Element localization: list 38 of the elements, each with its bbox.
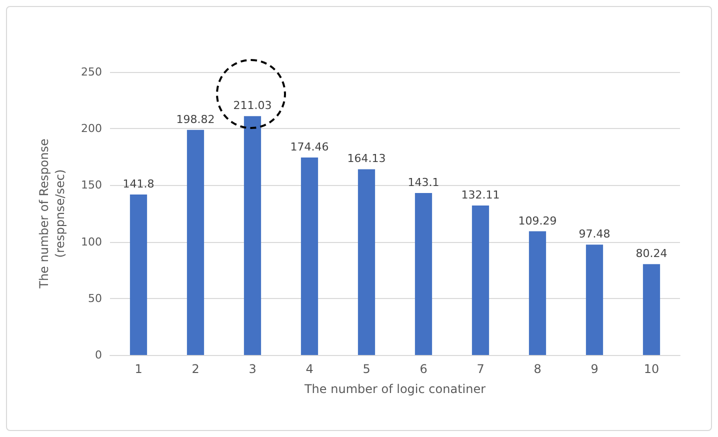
x-tick-label: 10 bbox=[644, 362, 660, 376]
data-label: 211.03 bbox=[233, 99, 272, 112]
y-axis-title: The number of Response (resppnse/sec) bbox=[37, 138, 67, 290]
x-tick-label: 6 bbox=[420, 362, 428, 376]
x-tick-label: 5 bbox=[362, 362, 370, 376]
y-tick-label: 50 bbox=[88, 292, 102, 305]
x-tick-label: 7 bbox=[476, 362, 484, 376]
bar bbox=[586, 244, 604, 355]
x-axis-title: The number of logic conatiner bbox=[303, 382, 486, 396]
data-label: 109.29 bbox=[518, 214, 557, 228]
data-label: 132.11 bbox=[461, 188, 500, 202]
data-label: 141.8 bbox=[122, 177, 154, 190]
bar bbox=[130, 194, 148, 355]
y-tick-label: 150 bbox=[81, 178, 102, 192]
x-tick-label: 8 bbox=[534, 362, 542, 376]
y-tick-label: 250 bbox=[81, 66, 102, 78]
x-tick-label: 4 bbox=[306, 362, 314, 376]
x-tick-label: 2 bbox=[192, 362, 200, 376]
data-label: 97.48 bbox=[578, 228, 610, 241]
bar bbox=[414, 193, 432, 355]
y-tick-label: 100 bbox=[81, 235, 102, 248]
bar bbox=[300, 158, 318, 355]
x-tick-label: 1 bbox=[134, 362, 142, 376]
bar bbox=[186, 130, 204, 355]
y-tick-label: 200 bbox=[81, 122, 102, 136]
data-label: 143.1 bbox=[408, 176, 440, 190]
data-label: 80.24 bbox=[636, 247, 668, 260]
bar bbox=[358, 169, 376, 355]
y-tick-label: 0 bbox=[95, 348, 102, 362]
bar bbox=[472, 205, 490, 355]
data-label: 164.13 bbox=[347, 152, 386, 166]
bar bbox=[642, 264, 660, 355]
data-label: 198.82 bbox=[176, 112, 215, 126]
bar bbox=[528, 231, 546, 355]
bar bbox=[244, 116, 262, 355]
x-tick-label: 9 bbox=[590, 362, 598, 376]
data-label: 174.46 bbox=[290, 140, 329, 154]
x-tick-label: 3 bbox=[248, 362, 256, 376]
